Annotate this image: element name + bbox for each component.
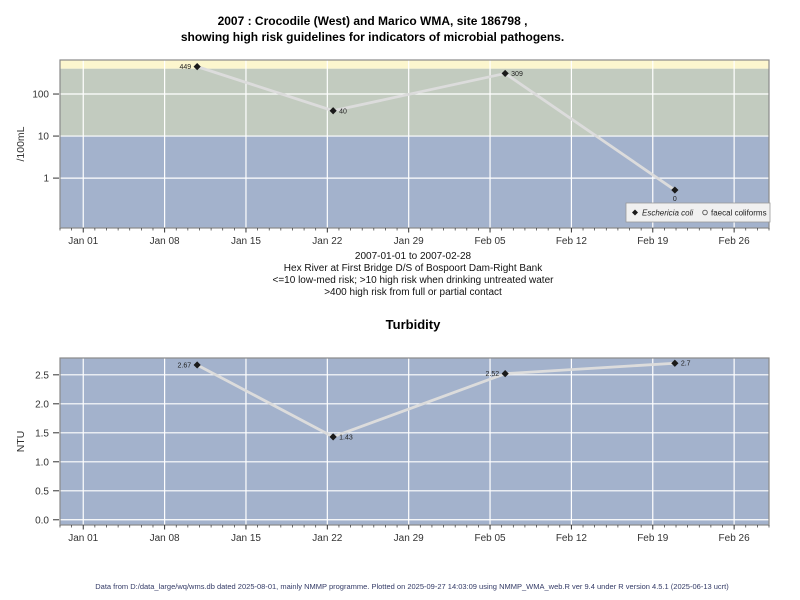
series-line (195, 65, 677, 192)
chart-title-line1: 2007 : Crocodile (West) and Marico WMA, … (217, 14, 528, 28)
x-tick-label: Feb 19 (637, 236, 669, 247)
y-tick-label: 1 (43, 174, 49, 185)
x-tick-label: Jan 29 (394, 236, 424, 247)
legend: Eschericia coli faecal coliforms (625, 202, 771, 223)
x-tick-label: Feb 12 (556, 533, 588, 544)
data-point-label: 309 (511, 71, 523, 78)
legend-marker-open-circle (702, 209, 708, 216)
x-tick-label: Jan 08 (150, 533, 180, 544)
legend-entry-label: Eschericia coli (642, 209, 693, 218)
x-tick-label: Jan 08 (150, 236, 180, 247)
microbial-pathogens-chart: 449 40 309 0 Jan 01 Jan 08 Jan 15 Jan 22 Jan 29 F… (15, 59, 771, 247)
x-tick-label: Feb 05 (474, 533, 506, 544)
caption-date-range: 2007-01-01 to 2007-02-28 (354, 251, 472, 262)
x-tick-label: Jan 01 (68, 533, 98, 544)
x-tick-label: Feb 12 (556, 236, 588, 247)
data-point-marker (671, 186, 679, 194)
x-tick-label: Feb 26 (719, 533, 751, 544)
data-point-label: 2.67 (178, 362, 192, 369)
x-tick-label: Feb 05 (474, 236, 506, 247)
data-point-label: 2.7 (681, 361, 691, 368)
y-tick-label: 2.5 (35, 370, 49, 381)
x-tick-label: Jan 22 (312, 533, 342, 544)
turbidity-chart: 2.67 1.43 2.52 2.7 Jan 01 Jan 08 Jan 15 Jan 22 J… (15, 357, 770, 544)
legend-entry-label: faecal coliforms (711, 209, 767, 218)
y-tick-label: 1.5 (35, 428, 49, 439)
x-tick-label: Jan 29 (394, 533, 424, 544)
data-point-label: 2.52 (486, 371, 500, 378)
x-tick-label: Jan 15 (231, 236, 261, 247)
y-tick-label: 0.5 (35, 486, 49, 497)
y-axis-label: NTU (15, 431, 27, 453)
risk-band-high-risk-drinking (60, 68, 769, 137)
risk-band-high-risk-contact (60, 60, 769, 69)
caption-risk-guideline-drinking: <=10 low-med risk; >10 high risk when dr… (272, 275, 554, 286)
x-tick-label: Jan 22 (312, 236, 342, 247)
data-point-marker (671, 359, 679, 367)
caption-risk-guideline-contact: >400 high risk from full or partial cont… (324, 287, 502, 298)
data-point-marker (193, 63, 201, 71)
data-point-marker (329, 433, 337, 441)
data-point-label: 1.43 (339, 434, 353, 441)
x-tick-label: Feb 26 (719, 236, 751, 247)
data-point-label: 0 (673, 196, 677, 203)
data-point-label: 449 (179, 64, 191, 71)
y-tick-label: 100 (32, 90, 49, 101)
caption-site-name: Hex River at First Bridge D/S of Bospoor… (283, 263, 543, 274)
x-tick-label: Feb 19 (637, 533, 669, 544)
plot-border (59, 59, 770, 229)
data-point-marker (329, 107, 337, 115)
legend-box (625, 202, 771, 223)
footer-note: Data from D:/data_large/wq/wms.db dated … (95, 582, 729, 591)
x-tick-label: Jan 15 (231, 533, 261, 544)
plot-background (60, 358, 769, 525)
x-tick-label: Jan 01 (68, 236, 98, 247)
caption-block: 2007-01-01 to 2007-02-28 Hex River at Fi… (26, 251, 800, 299)
data-point-marker (501, 69, 509, 78)
y-axis-label: /100mL (15, 126, 27, 161)
series-line (195, 361, 677, 439)
y-tick-label: 1.0 (35, 457, 49, 468)
chart-title: 2007 : Crocodile (West) and Marico WMA, … (0, 13, 745, 45)
data-point-marker (193, 361, 201, 369)
plot-border (59, 357, 770, 526)
y-tick-label: 0.0 (35, 515, 49, 526)
y-tick-label: 10 (38, 132, 50, 143)
y-tick-label: 2.0 (35, 399, 49, 410)
data-point-label: 40 (339, 108, 347, 115)
legend-marker-filled-diamond (632, 209, 638, 216)
data-point-marker (501, 370, 509, 378)
chart-title-line2: showing high risk guidelines for indicat… (180, 30, 565, 44)
turbidity-chart-title: Turbidity (385, 317, 441, 332)
